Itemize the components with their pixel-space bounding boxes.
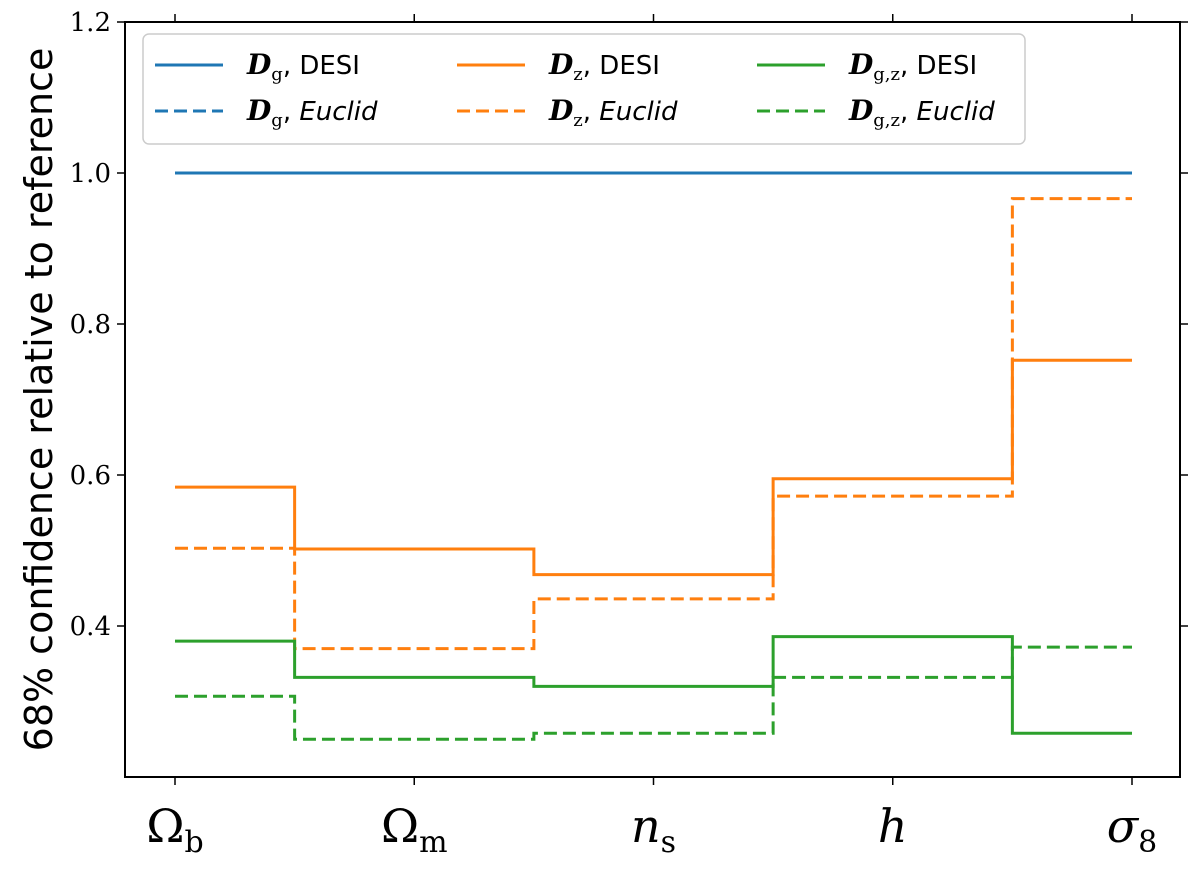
y-tick-label: 0.4 <box>70 612 111 642</box>
legend-entry: Dg,z, Euclid <box>848 94 995 131</box>
y-tick-label: 0.8 <box>70 310 111 340</box>
legend-frame <box>142 33 1026 145</box>
ticks-layer: Ωb Ωm ns h σ8 0.4 0.6 0.8 1.0 1.2 <box>70 8 1188 860</box>
x-tick-label: ns <box>631 799 676 860</box>
series-layer <box>175 171 1132 741</box>
legend-entry: Dg, DESI <box>246 48 360 85</box>
legend-entry: Dg, Euclid <box>246 94 378 131</box>
y-tick-label: 0.6 <box>70 461 111 491</box>
legend-entry: Dz, Euclid <box>548 94 678 131</box>
x-tick-label: Ωm <box>381 799 448 860</box>
y-axis-label: 68% confidence relative to reference <box>17 48 61 752</box>
legend-entry: Dz, DESI <box>548 48 660 85</box>
legend: Dg, DESI Dg, Euclid Dz, DESI Dz, Euclid Dg,z… <box>142 33 1026 145</box>
series-line-5 <box>175 645 1132 741</box>
series-line-3 <box>175 197 1132 651</box>
x-tick-label: h <box>878 799 908 853</box>
series-line-4 <box>175 635 1132 735</box>
y-tick-label: 1.2 <box>70 8 111 38</box>
y-tick-label: 1.0 <box>70 159 111 189</box>
x-tick-label: Ωb <box>146 799 203 860</box>
x-tick-label: σ8 <box>1107 799 1158 860</box>
series-line-2 <box>175 358 1132 577</box>
legend-entry: Dg,z, DESI <box>848 48 977 85</box>
plot-frame <box>124 21 1181 778</box>
